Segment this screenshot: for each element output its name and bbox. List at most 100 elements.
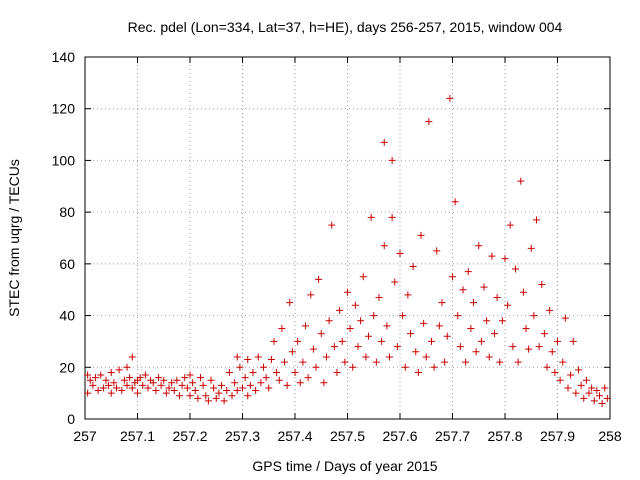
data-point [472, 348, 480, 356]
data-point [307, 291, 315, 299]
y-axis-label: STEC from uqrg / TECUs [6, 159, 22, 317]
data-point [162, 389, 170, 397]
data-point [102, 376, 110, 384]
data-point [522, 325, 530, 332]
data-point [501, 255, 509, 263]
data-point [123, 381, 131, 389]
data-point [498, 317, 506, 325]
x-tick-label: 257.5 [330, 428, 365, 444]
data-point [202, 392, 210, 400]
data-point [467, 325, 475, 332]
data-point [561, 314, 569, 322]
data-point [359, 273, 367, 281]
data-point [191, 387, 199, 395]
data-point [246, 381, 254, 389]
data-point [165, 384, 173, 392]
data-point [577, 381, 585, 389]
data-point [244, 356, 252, 364]
data-point [351, 301, 359, 309]
data-point [603, 394, 611, 402]
data-point [288, 348, 296, 356]
data-point [365, 332, 372, 340]
data-point [92, 374, 99, 382]
data-point [257, 379, 265, 387]
data-point [141, 371, 149, 379]
data-point [136, 374, 144, 382]
y-tick-label: 0 [67, 411, 75, 427]
x-tick-label: 257.4 [277, 428, 312, 444]
data-point [126, 374, 134, 382]
data-point [454, 312, 462, 320]
data-point [372, 358, 380, 366]
data-point [388, 156, 396, 164]
data-point [283, 381, 291, 389]
data-point [530, 312, 538, 320]
data-point [446, 94, 454, 102]
data-point [218, 381, 225, 389]
data-point [152, 387, 160, 395]
data-point [262, 374, 270, 382]
data-point [281, 358, 288, 366]
x-tick-label: 257.3 [225, 428, 260, 444]
data-point [475, 242, 483, 250]
data-point [543, 363, 551, 371]
data-point [312, 363, 320, 371]
data-point [428, 337, 435, 345]
data-point [84, 371, 92, 379]
data-point [391, 278, 399, 286]
data-point [422, 353, 430, 361]
data-point [433, 247, 441, 255]
data-point [519, 288, 527, 296]
data-point [231, 379, 239, 387]
data-point [291, 368, 299, 376]
data-point [430, 363, 438, 371]
data-point [181, 374, 189, 382]
data-point [388, 213, 396, 221]
data-point [134, 389, 141, 397]
y-tick-label: 40 [59, 308, 75, 324]
data-point [551, 368, 559, 376]
data-point [199, 381, 207, 389]
data-point [210, 384, 218, 392]
data-point [380, 138, 388, 146]
data-point [412, 348, 420, 356]
data-point [527, 244, 535, 252]
data-point [94, 387, 102, 395]
data-point [514, 358, 522, 366]
data-point [357, 317, 365, 325]
data-point [168, 379, 176, 387]
data-point [488, 252, 496, 260]
data-point [409, 262, 417, 270]
data-point [349, 363, 357, 371]
data-point [128, 384, 136, 392]
data-point [270, 337, 278, 345]
data-point [504, 301, 512, 309]
data-point [86, 376, 94, 384]
data-point [464, 268, 472, 276]
data-point [315, 275, 323, 283]
data-point [449, 273, 456, 281]
data-point [244, 392, 252, 400]
x-tick-label: 257 [73, 428, 97, 444]
data-point [517, 177, 525, 185]
axis-ticks: 257 257.1 257.2 257.3 257.4 257.5 257.6 257.7 25… [52, 49, 622, 444]
data-point [252, 387, 260, 395]
data-point [480, 283, 488, 291]
data-point [441, 358, 449, 366]
data-point [383, 322, 391, 330]
x-tick-label: 257.1 [120, 428, 155, 444]
data-point [344, 288, 351, 296]
data-point [564, 384, 572, 392]
data-point [477, 337, 485, 345]
data-point [572, 389, 580, 397]
data-point [267, 356, 275, 364]
data-point [548, 348, 556, 356]
data-point [496, 358, 504, 366]
data-point [115, 366, 123, 374]
data-point [456, 343, 464, 351]
data-point [399, 312, 407, 320]
data-point [556, 376, 564, 384]
data-point [265, 384, 273, 392]
data-points [84, 94, 611, 407]
data-point [107, 389, 115, 397]
